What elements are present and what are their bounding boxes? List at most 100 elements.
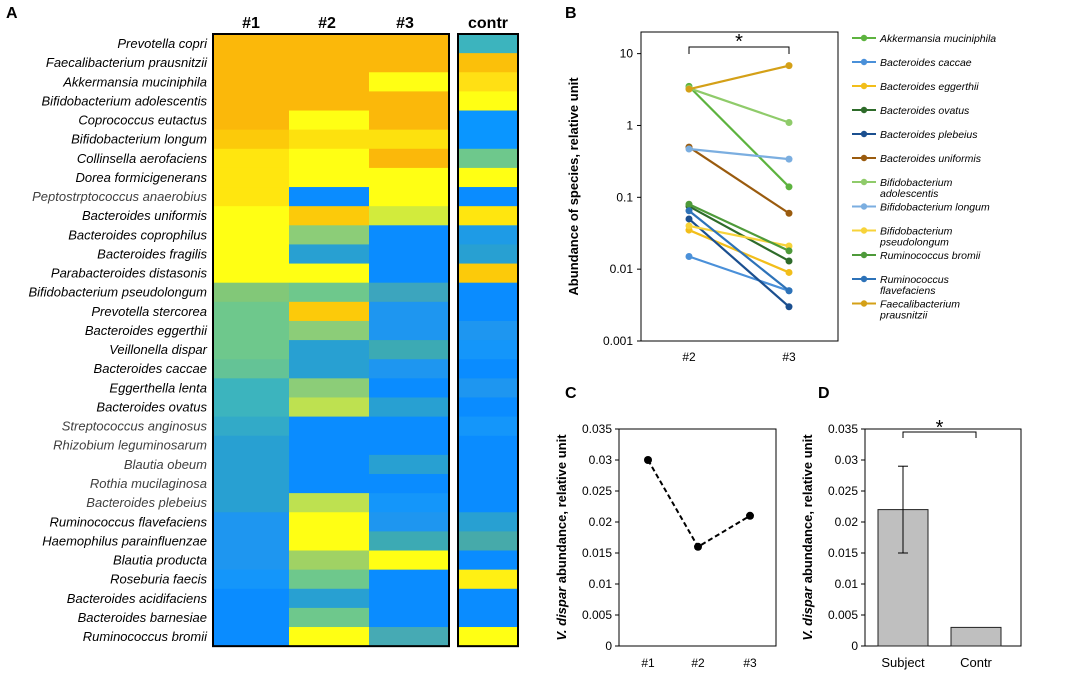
heatmap-cell xyxy=(458,167,518,188)
series-segment xyxy=(688,64,790,91)
legend-swatch-marker xyxy=(860,154,868,162)
panel-label-C: C xyxy=(565,385,577,402)
heatmap-cell xyxy=(369,53,449,73)
legend-label: Ruminococcus xyxy=(880,274,950,286)
series-line xyxy=(685,207,793,295)
heatmap-row-label: Bacteroides fragilis xyxy=(97,246,207,261)
heatmap-cell xyxy=(289,320,369,341)
heatmap-cell xyxy=(289,627,369,647)
series-line xyxy=(685,82,793,191)
heatmap-cell xyxy=(213,435,289,456)
heatmap-frame xyxy=(212,33,450,648)
heatmap-cell xyxy=(213,91,289,112)
legend-swatch-marker xyxy=(860,275,868,283)
heatmap-cell xyxy=(213,378,289,399)
y-tick-label: 0.015 xyxy=(828,546,858,560)
y-tick-label: 0.1 xyxy=(616,190,633,204)
heatmap-cell xyxy=(458,569,518,590)
data-point xyxy=(785,118,793,126)
heatmap-cell xyxy=(289,282,369,303)
heatmap-row-label: Faecalibacterium prausnitzii xyxy=(46,55,208,70)
heatmap-cell xyxy=(458,378,518,399)
heatmap-row-label: Bacteroides ovatus xyxy=(96,399,207,414)
heatmap-cell xyxy=(289,607,369,628)
y-axis-label-species: V. dispar xyxy=(800,586,815,641)
y-tick-label: 0.03 xyxy=(589,453,613,467)
heatmap-cell xyxy=(213,359,289,379)
legend-label: Bifidobacterium xyxy=(880,177,953,189)
heatmap-row-label: Akkermansia muciniphila xyxy=(62,74,207,89)
heatmap-cell xyxy=(458,550,518,571)
legend-label: Ruminococcus bromii xyxy=(880,250,981,262)
panel-label-B: B xyxy=(565,5,577,22)
y-tick-label: 0.001 xyxy=(603,334,633,348)
y-tick-label: 0.025 xyxy=(582,484,612,498)
data-point xyxy=(685,85,693,93)
heatmap-cell xyxy=(458,263,518,284)
data-point xyxy=(785,62,793,70)
heatmap-cell xyxy=(369,627,449,647)
heatmap-row-label: Bifidobacterium adolescentis xyxy=(42,93,208,108)
data-point xyxy=(785,183,793,191)
legend-label: adolescentis xyxy=(880,188,939,200)
control-frame xyxy=(457,33,519,648)
heatmap-cell xyxy=(213,110,289,131)
heatmap-cell xyxy=(289,34,369,54)
data-point xyxy=(644,456,652,464)
heatmap-cell xyxy=(289,301,369,322)
y-tick-label: 0.035 xyxy=(828,422,858,436)
heatmap-cell xyxy=(369,320,449,341)
heatmap-cell xyxy=(458,531,518,552)
legend-swatch-marker xyxy=(860,203,868,210)
heatmap-cell xyxy=(213,320,289,341)
legend-label: Bacteroides plebeius xyxy=(880,129,978,141)
heatmap-cell xyxy=(458,72,518,92)
heatmap-row-label: Peptostrptococcus anaerobius xyxy=(32,189,207,204)
heatmap-cell xyxy=(213,129,289,150)
heatmap-cell xyxy=(369,550,449,571)
heatmap-row-label: Ruminococcus bromii xyxy=(83,629,208,644)
x-tick-label: Subject xyxy=(881,655,925,670)
heatmap-cell xyxy=(369,531,449,552)
heatmap-cell xyxy=(213,416,289,437)
panel-d-chart: 0 0.005 0.01 0.015 0.02 0.025 0.03 0.035 V. disp… xyxy=(800,417,1022,670)
heatmap-cell xyxy=(369,512,449,532)
series-segment xyxy=(688,147,790,161)
heatmap-cell xyxy=(369,225,449,246)
y-tick-label: 0.01 xyxy=(589,577,613,591)
heatmap-cell xyxy=(289,588,369,609)
legend-label: flavefaciens xyxy=(880,285,936,297)
series-segment xyxy=(688,203,790,252)
heatmap-cell xyxy=(369,282,449,303)
heatmap-cell xyxy=(213,607,289,628)
legend-swatch-marker xyxy=(860,58,868,66)
y-tick-label: 0.01 xyxy=(610,262,634,276)
y-axis-label-species: V. dispar xyxy=(554,586,569,641)
heatmap-cell xyxy=(289,569,369,590)
legend-label: Bacteroides eggerthii xyxy=(880,81,979,93)
heatmap-cell xyxy=(289,129,369,150)
heatmap-cell xyxy=(213,282,289,303)
heatmap-cell xyxy=(369,110,449,131)
heatmap-cell xyxy=(289,225,369,246)
heatmap-cell xyxy=(458,340,518,360)
heatmap-cell xyxy=(213,493,289,513)
heatmap-row-label: Bifidobacterium pseudolongum xyxy=(29,285,208,300)
heatmap-cell xyxy=(369,129,449,150)
heatmap-cell xyxy=(369,244,449,265)
heatmap-cell xyxy=(458,607,518,628)
heatmap-cell xyxy=(369,148,449,169)
series-line xyxy=(685,200,793,255)
heatmap-cell xyxy=(213,34,289,54)
heatmap-panel: Prevotella copri Faecalibacterium prausni… xyxy=(29,15,519,648)
heatmap-cell xyxy=(213,627,289,647)
heatmap-cell xyxy=(369,167,449,188)
data-point xyxy=(685,145,693,153)
heatmap-cell xyxy=(289,244,369,265)
series-line xyxy=(685,84,793,126)
heatmap-cell xyxy=(289,110,369,131)
x-tick-label: #1 xyxy=(641,656,655,670)
heatmap-cell xyxy=(369,473,449,494)
heatmap-cell xyxy=(369,263,449,284)
